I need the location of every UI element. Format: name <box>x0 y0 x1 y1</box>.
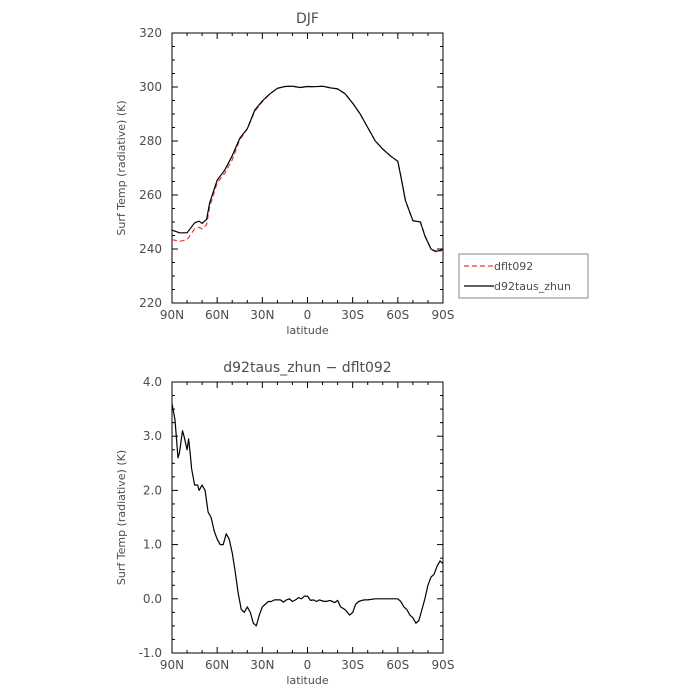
chart-title: DJF <box>296 11 319 27</box>
x-tick-label: 90N <box>160 308 184 322</box>
y-tick-label: 0.0 <box>143 592 162 606</box>
y-tick-label: 1.0 <box>143 538 162 552</box>
x-tick-label: 0 <box>304 308 312 322</box>
x-tick-label: 30S <box>341 308 364 322</box>
y-tick-label: 220 <box>139 296 162 310</box>
y-tick-label: 320 <box>139 26 162 40</box>
x-tick-label: 30N <box>250 308 274 322</box>
y-tick-label: 3.0 <box>143 429 162 443</box>
x-tick-label: 60N <box>205 308 229 322</box>
x-axis-label: latitude <box>286 324 328 337</box>
plot-frame <box>171 381 444 654</box>
y-axis-label: Surf Temp (radiative) (K) <box>115 450 128 585</box>
x-tick-label: 0 <box>304 658 312 672</box>
series-line-0 <box>171 403 444 627</box>
y-tick-label: -1.0 <box>139 646 162 660</box>
x-tick-label: 90S <box>432 308 455 322</box>
y-tick-label: 280 <box>139 134 162 148</box>
x-axis-label: latitude <box>286 674 328 687</box>
x-tick-label: 30N <box>250 658 274 672</box>
plot-frame <box>171 32 444 304</box>
x-tick-label: 60S <box>386 308 409 322</box>
series-line-0 <box>171 85 444 253</box>
panel-djf: DJF 90N 60N 30N 0 30S 60S 90S 220 240 260 280 300 320… <box>115 11 589 337</box>
panel-difference: d92taus_zhun − dflt092 90N 60N 30N 0 30S 60S 90… <box>115 360 454 687</box>
legend-box <box>458 253 589 299</box>
x-tick-label: 60S <box>386 658 409 672</box>
chart-title: d92taus_zhun − dflt092 <box>223 360 391 376</box>
y-tick-label: 260 <box>139 188 162 202</box>
legend-label-1: d92taus_zhun <box>494 280 571 293</box>
y-tick-label: 4.0 <box>143 375 162 389</box>
x-tick-label: 90N <box>160 658 184 672</box>
y-tick-label: 240 <box>139 242 162 256</box>
legend-label-0: dflt092 <box>494 260 533 273</box>
x-tick-label: 90S <box>432 658 455 672</box>
y-axis-label: Surf Temp (radiative) (K) <box>115 100 128 235</box>
y-tick-label: 2.0 <box>143 483 162 497</box>
y-tick-label: 300 <box>139 80 162 94</box>
x-tick-label: 60N <box>205 658 229 672</box>
x-tick-label: 30S <box>341 658 364 672</box>
series-line-1 <box>171 85 444 252</box>
